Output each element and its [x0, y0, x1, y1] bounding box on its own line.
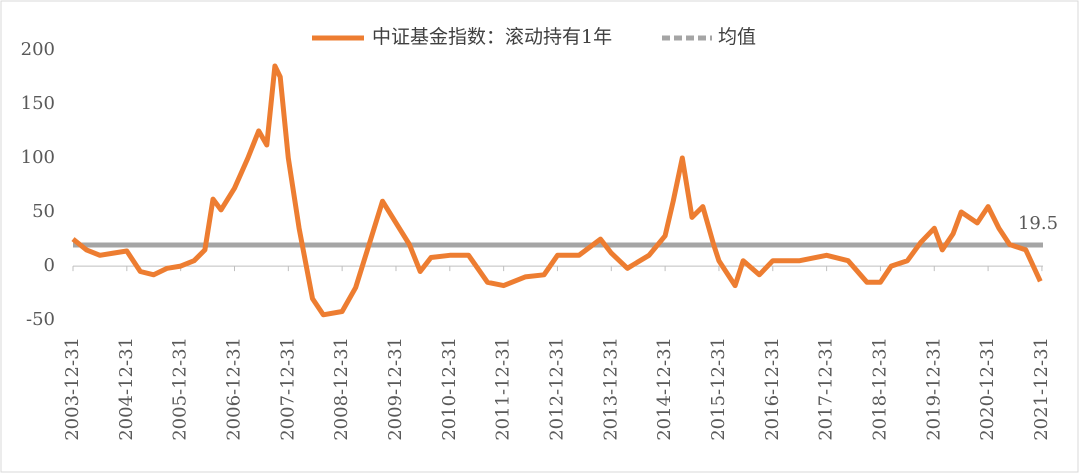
y-tick-label: 0 [44, 255, 55, 276]
x-tick-label: 2006-12-31 [223, 337, 244, 441]
mean-label: 19.5 [1018, 213, 1058, 234]
y-tick-label: 200 [21, 39, 55, 60]
x-tick-label: 2015-12-31 [708, 337, 729, 441]
x-tick-label: 2013-12-31 [600, 337, 621, 441]
y-tick-label: 150 [21, 93, 55, 114]
legend-label: 中证基金指数：滚动持有1年 [372, 26, 612, 48]
x-tick-label: 2004-12-31 [116, 337, 137, 441]
x-tick-label: 2019-12-31 [923, 337, 944, 441]
x-tick-label: 2016-12-31 [762, 337, 783, 441]
y-tick-label: -50 [26, 309, 55, 330]
y-tick-label: 100 [21, 147, 55, 168]
x-tick-label: 2008-12-31 [331, 337, 352, 441]
x-tick-label: 2010-12-31 [439, 337, 460, 441]
x-tick-label: 2020-12-31 [977, 337, 998, 441]
x-tick-label: 2009-12-31 [385, 337, 406, 441]
x-tick-label: 2012-12-31 [546, 337, 567, 441]
y-tick-label: 50 [32, 201, 55, 222]
x-tick-label: 2014-12-31 [654, 337, 675, 441]
x-tick-label: 2021-12-31 [1031, 337, 1052, 441]
x-tick-label: 2005-12-31 [170, 337, 191, 441]
x-tick-label: 2007-12-31 [277, 337, 298, 441]
x-tick-label: 2003-12-31 [62, 337, 83, 441]
x-tick-label: 2017-12-31 [816, 337, 837, 441]
legend-label: 均值 [718, 26, 756, 48]
series-line [71, 63, 1043, 318]
x-tick-label: 2018-12-31 [869, 337, 890, 441]
x-tick-label: 2011-12-31 [493, 337, 514, 441]
